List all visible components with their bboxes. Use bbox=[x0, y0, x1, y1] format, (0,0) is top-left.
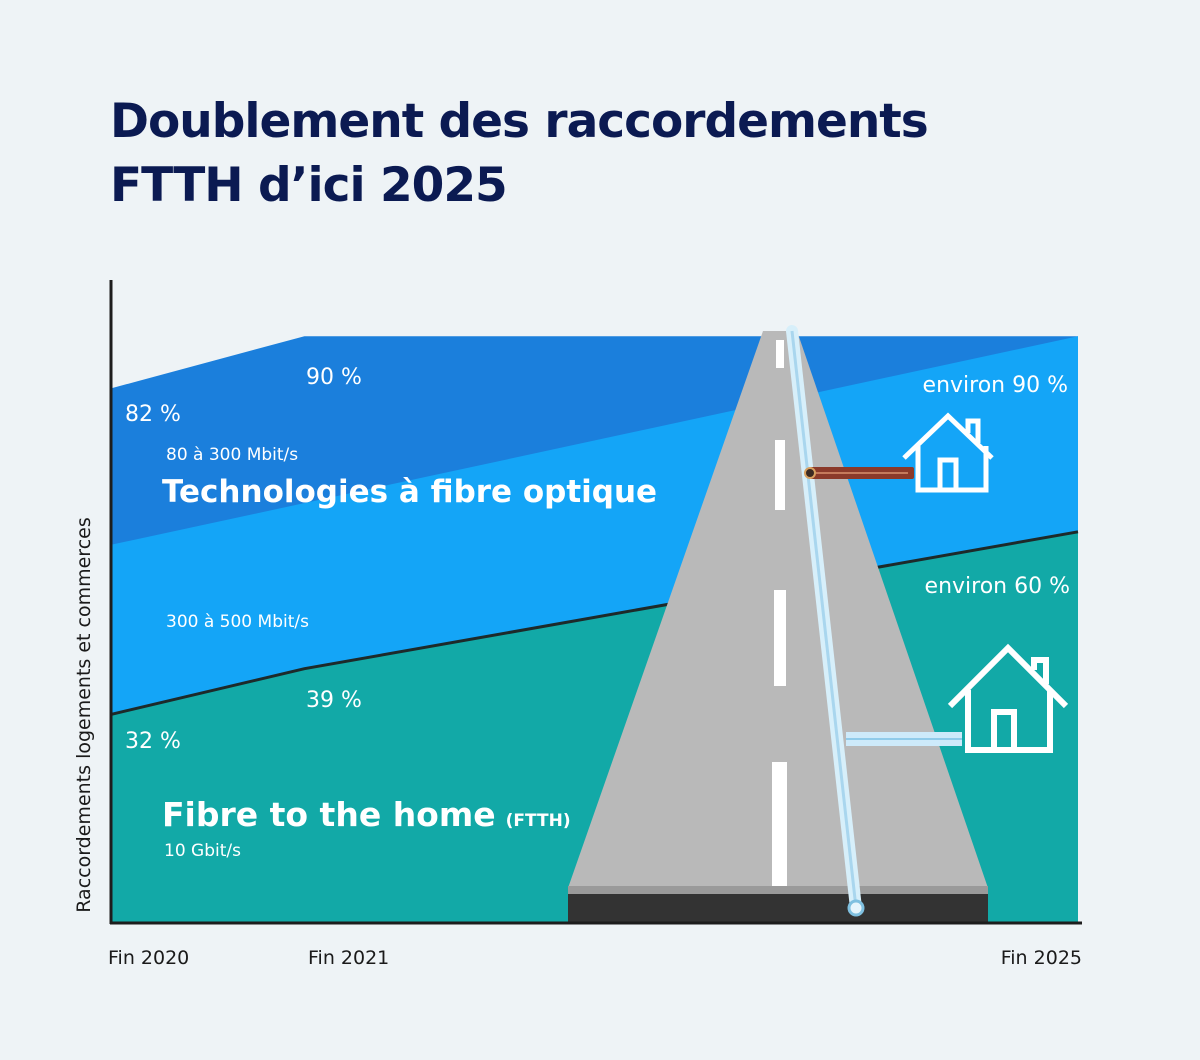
data-label-ftth-2025: environ 60 % bbox=[925, 574, 1070, 599]
series-label-fibre-optique: Technologies à fibre optique bbox=[162, 474, 657, 510]
x-tick-label-fin-2020: Fin 2020 bbox=[108, 947, 189, 969]
x-tick-label-fin-2021: Fin 2021 bbox=[308, 947, 389, 969]
data-label-fibre-2025: environ 90 % bbox=[923, 373, 1068, 398]
copper-cable bbox=[804, 467, 914, 479]
speed-label-300-500: 300 à 500 Mbit/s bbox=[166, 612, 309, 632]
series-label-ftth: Fibre to the home (FTTH) bbox=[162, 795, 571, 834]
data-label-fibre-2021: 90 % bbox=[306, 365, 362, 390]
data-label-ftth-2021: 39 % bbox=[306, 688, 362, 713]
fiber-cable bbox=[786, 325, 962, 917]
series-label-ftth-name: Fibre to the home bbox=[162, 795, 496, 834]
speed-label-80-300: 80 à 300 Mbit/s bbox=[166, 445, 298, 465]
chart-title: Doublement des raccordements FTTH d’ici … bbox=[110, 90, 929, 218]
house-icon-fiber bbox=[947, 643, 1069, 753]
speed-label-10-gbit: 10 Gbit/s bbox=[164, 841, 241, 861]
road-illustration bbox=[568, 331, 988, 924]
chart-title-line-2: FTTH d’ici 2025 bbox=[110, 158, 508, 213]
x-tick-label-fin-2025: Fin 2025 bbox=[1001, 947, 1082, 969]
series-label-ftth-suffix: (FTTH) bbox=[506, 811, 571, 831]
data-label-ftth-2020: 32 % bbox=[125, 729, 181, 754]
data-label-fibre-2020: 82 % bbox=[125, 402, 181, 427]
house-icon-copper bbox=[902, 412, 994, 493]
road-center-dashes bbox=[772, 340, 787, 886]
chart-title-line-1: Doublement des raccordements bbox=[110, 94, 929, 149]
